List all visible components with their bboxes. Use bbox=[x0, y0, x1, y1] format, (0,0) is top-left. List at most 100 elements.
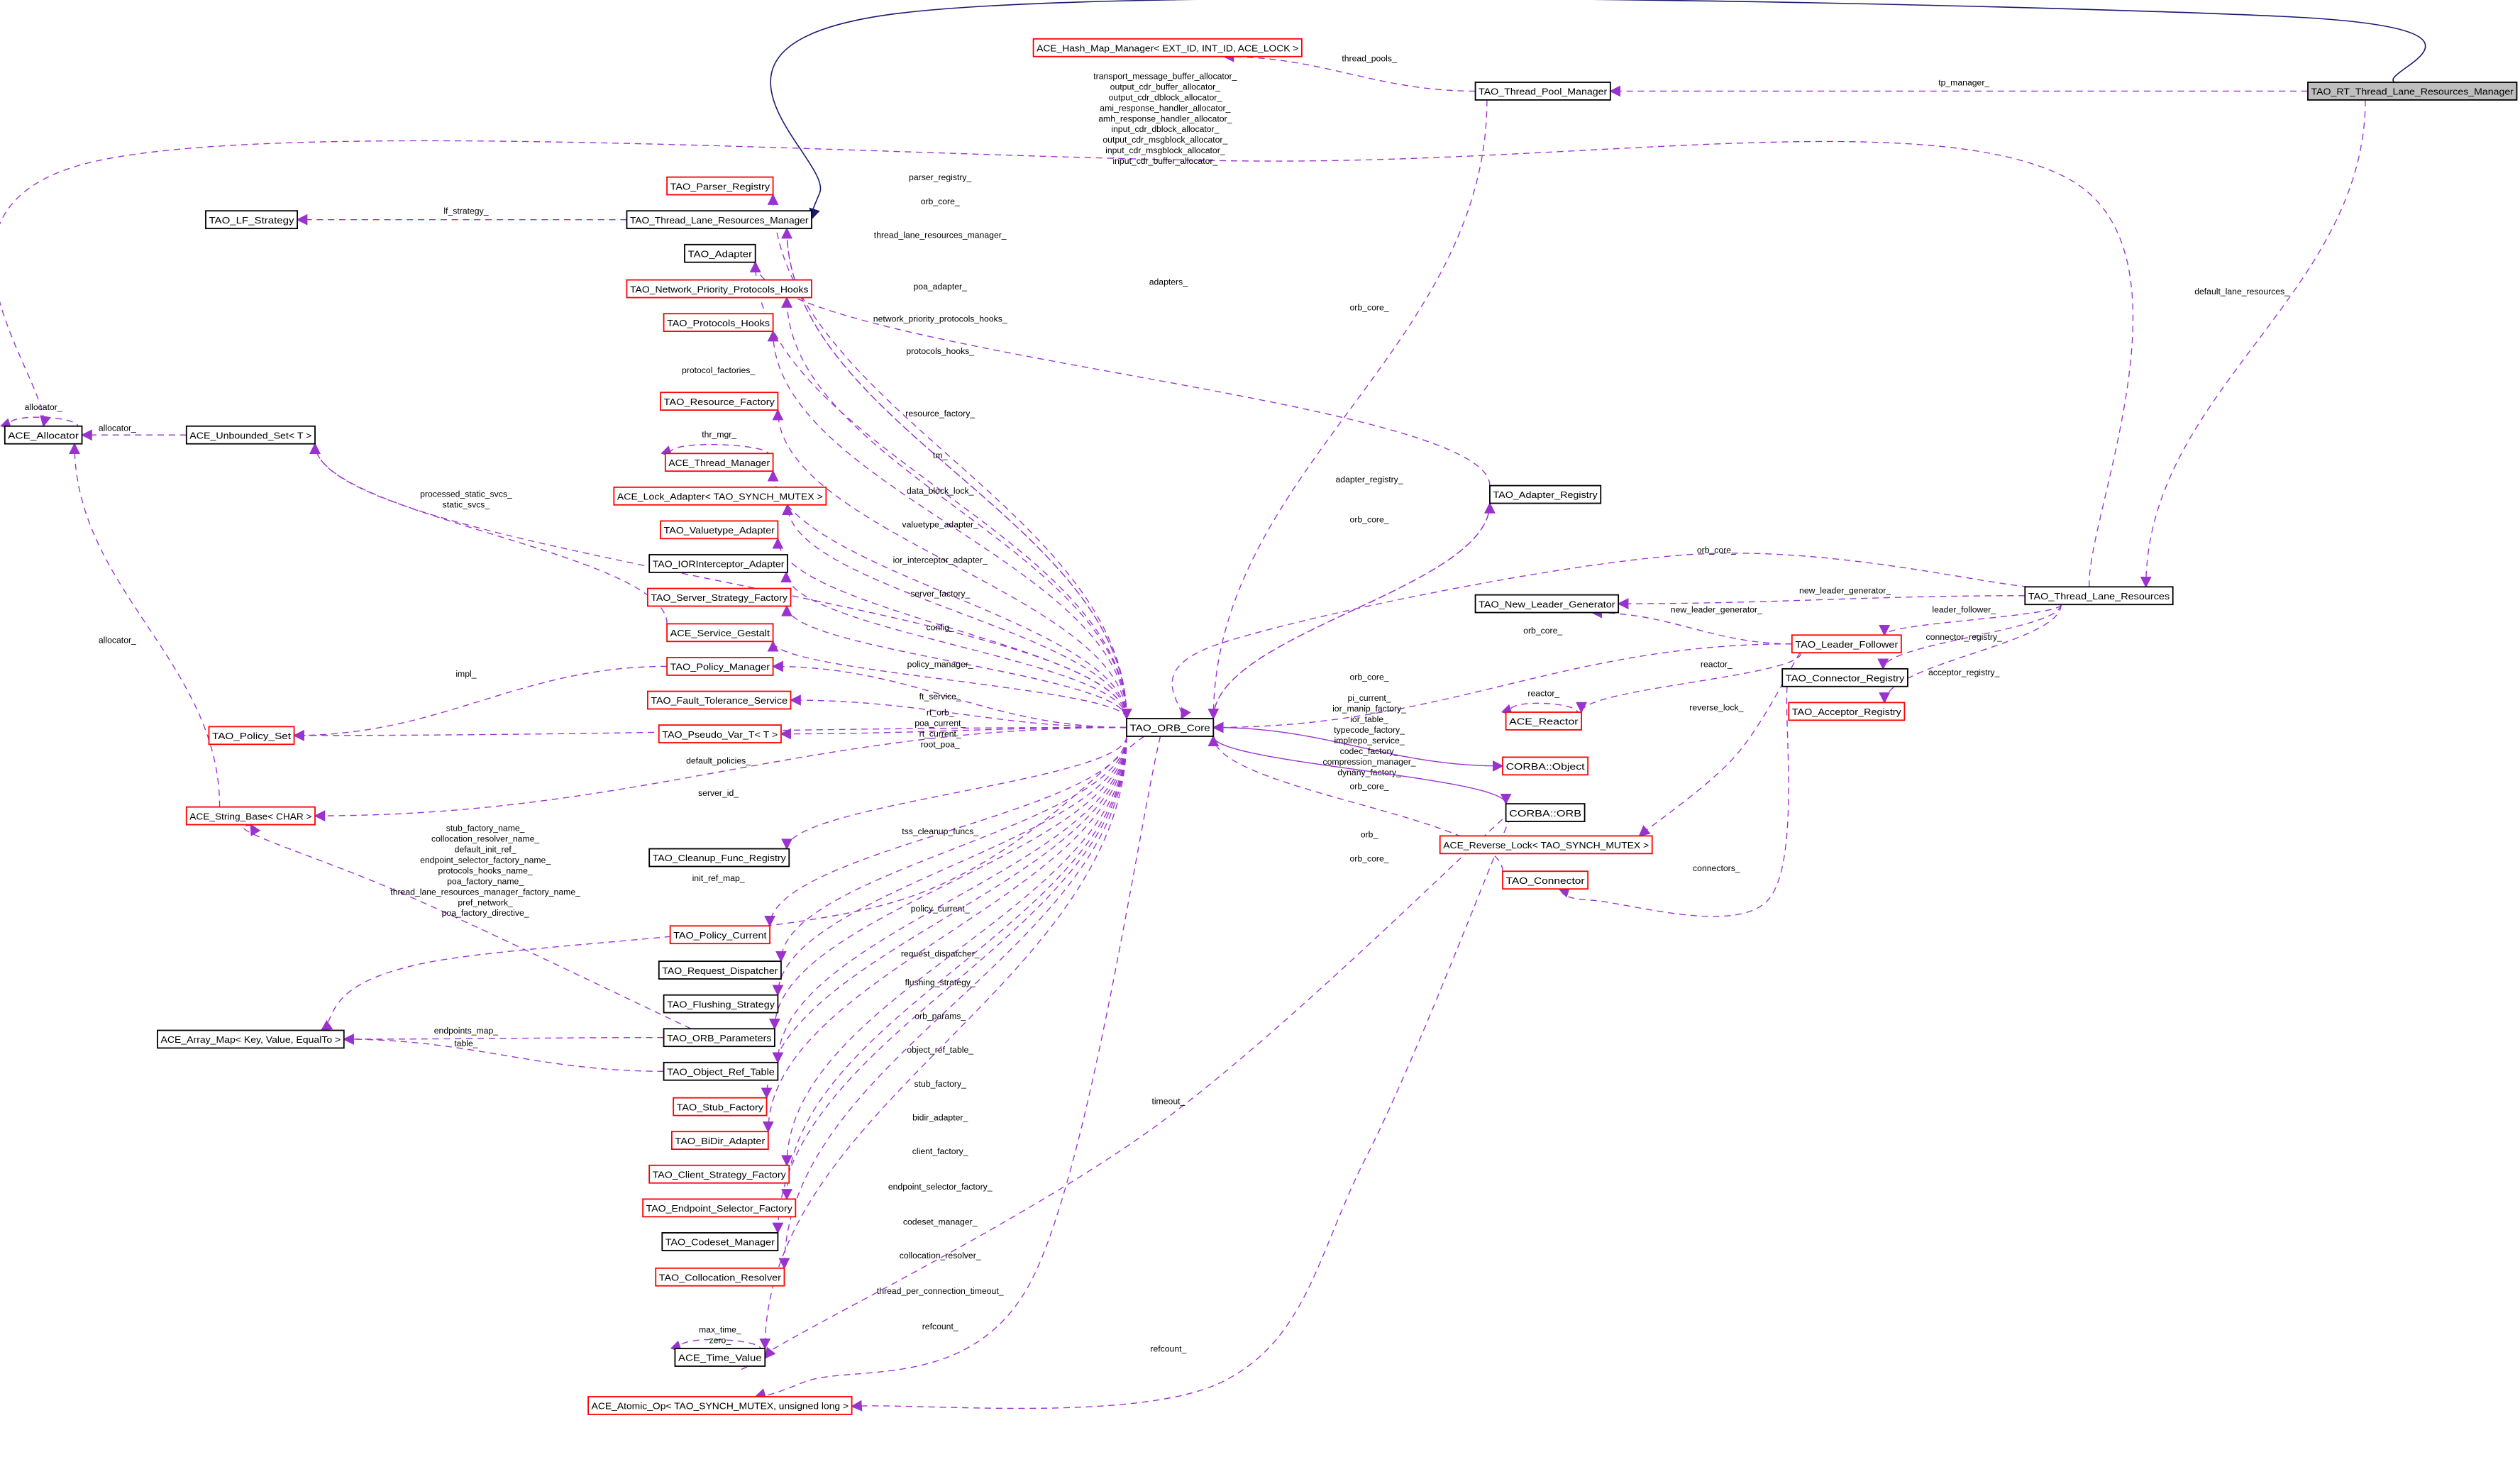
edge-label: collocation_resolver_name_ bbox=[431, 834, 539, 844]
class-node-fts[interactable]: TAO_Fault_Tolerance_Service bbox=[647, 690, 792, 710]
class-node-connector[interactable]: TAO_Connector bbox=[1502, 870, 1589, 890]
class-node-lf_strategy[interactable]: TAO_LF_Strategy bbox=[205, 210, 298, 230]
class-node-lf[interactable]: TAO_Leader_Follower bbox=[1791, 634, 1902, 654]
class-node-esf[interactable]: TAO_Endpoint_Selector_Factory bbox=[642, 1198, 797, 1218]
class-node-strbase[interactable]: ACE_String_Base< CHAR > bbox=[185, 806, 316, 826]
class-box bbox=[663, 1061, 779, 1081]
class-node-rt_tlrm[interactable]: TAO_RT_Thread_Lane_Resources_Manager bbox=[2307, 82, 2518, 101]
edge-label: flushing_strategy_ bbox=[905, 977, 976, 987]
class-node-atomic[interactable]: ACE_Atomic_Op< TAO_SYNCH_MUTEX, unsigned… bbox=[587, 1396, 853, 1415]
class-node-reqdisp[interactable]: TAO_Request_Dispatcher bbox=[658, 960, 782, 980]
class-node-orbcore[interactable]: TAO_ORB_Core bbox=[1126, 718, 1215, 737]
class-node-polset[interactable]: TAO_Policy_Set bbox=[208, 726, 295, 746]
class-node-valad[interactable]: TAO_Valuetype_Adapter bbox=[660, 520, 779, 540]
edge-label: stub_factory_name_ bbox=[446, 824, 525, 833]
class-node-objref[interactable]: TAO_Object_Ref_Table bbox=[663, 1061, 779, 1081]
class-box bbox=[664, 453, 774, 472]
edge-label: resource_factory_ bbox=[905, 409, 975, 419]
class-node-revlock[interactable]: ACE_Reverse_Lock< TAO_SYNCH_MUTEX > bbox=[1439, 835, 1653, 855]
class-node-connreg[interactable]: TAO_Connector_Registry bbox=[1781, 668, 1908, 687]
edge-label: config_ bbox=[927, 622, 955, 632]
class-node-gestalt[interactable]: ACE_Service_Gestalt bbox=[666, 623, 774, 643]
class-node-accreg[interactable]: TAO_Acceptor_Registry bbox=[1788, 702, 1906, 721]
class-node-bidir[interactable]: TAO_BiDir_Adapter bbox=[670, 1131, 769, 1151]
edge-line bbox=[661, 443, 769, 458]
class-node-hash_map[interactable]: ACE_Hash_Map_Manager< EXT_ID, INT_ID, AC… bbox=[1032, 38, 1303, 57]
class-node-codeset[interactable]: TAO_Codeset_Manager bbox=[661, 1232, 779, 1251]
edge-line bbox=[1879, 604, 2062, 704]
class-node-ph[interactable]: TAO_Protocols_Hooks bbox=[663, 313, 774, 333]
class-node-reactor[interactable]: ACE_Reactor bbox=[1505, 711, 1582, 731]
class-node-tlr[interactable]: TAO_Thread_Lane_Resources bbox=[2024, 586, 2174, 606]
edge-line bbox=[69, 443, 221, 807]
edge-label: new_leader_generator_ bbox=[1671, 605, 1762, 615]
class-node-pseudo[interactable]: TAO_Pseudo_Var_T< T > bbox=[658, 724, 782, 743]
edge-orbcore-to-polcur: policy_current_ bbox=[764, 736, 1127, 927]
class-node-parser[interactable]: TAO_Parser_Registry bbox=[666, 176, 774, 196]
edge-connreg-to-connector: connectors_ bbox=[1557, 686, 1789, 917]
class-name: TAO_Thread_Lane_Resources_Manager bbox=[630, 215, 809, 226]
edge-label: network_priority_protocols_hooks_ bbox=[873, 314, 1007, 324]
edge-label: policy_manager_ bbox=[907, 660, 973, 670]
edge-thrmgr-to-thrmgr: thr_mgr_ bbox=[661, 430, 769, 458]
edge-orbcore-to-cleanup: tss_cleanup_funcs_ bbox=[781, 736, 1127, 851]
class-name: CORBA::Object bbox=[1506, 761, 1586, 772]
class-node-polmgr[interactable]: TAO_Policy_Manager bbox=[666, 657, 774, 676]
class-node-resfac[interactable]: TAO_Resource_Factory bbox=[660, 392, 779, 411]
class-node-thrmgr[interactable]: ACE_Thread_Manager bbox=[664, 453, 774, 472]
edge-line bbox=[343, 1034, 664, 1072]
class-box bbox=[661, 1232, 779, 1251]
edge-line bbox=[754, 736, 1161, 1400]
class-box bbox=[1439, 835, 1653, 855]
class-node-adapter[interactable]: TAO_Adapter bbox=[684, 243, 756, 263]
class-box bbox=[663, 1028, 775, 1048]
class-name: ACE_Unbounded_Set< T > bbox=[189, 430, 311, 441]
edge-orbcore-to-objref: object_ref_table_ bbox=[772, 736, 1127, 1064]
class-box bbox=[626, 279, 812, 299]
class-node-ssf[interactable]: TAO_Server_Strategy_Factory bbox=[647, 587, 792, 607]
edge-label: endpoints_map_ bbox=[434, 1026, 499, 1036]
class-box bbox=[658, 960, 782, 980]
edge-line bbox=[309, 443, 668, 624]
class-node-npph[interactable]: TAO_Network_Priority_Protocols_Hooks bbox=[626, 279, 812, 299]
class-name: TAO_Client_Strategy_Factory bbox=[653, 1169, 787, 1180]
class-node-polcur[interactable]: TAO_Policy_Current bbox=[669, 925, 770, 945]
class-node-nlg[interactable]: TAO_New_Leader_Generator bbox=[1474, 594, 1620, 614]
class-node-adreg[interactable]: TAO_Adapter_Registry bbox=[1489, 484, 1602, 504]
edge-label: static_svcs_ bbox=[443, 499, 490, 509]
class-box bbox=[613, 486, 827, 506]
edge-label: zero_ bbox=[709, 1335, 731, 1345]
edge-orbcore-to-valad: valuetype_adapter_ bbox=[772, 519, 1127, 719]
class-box bbox=[684, 243, 756, 263]
edge-label: transport_message_buffer_allocator_ bbox=[1093, 71, 1237, 81]
edge-label: refcount_ bbox=[1150, 1344, 1186, 1354]
class-node-colres[interactable]: TAO_Collocation_Resolver bbox=[655, 1267, 785, 1287]
class-node-arrmap[interactable]: ACE_Array_Map< Key, Value, EqualTo > bbox=[157, 1029, 345, 1049]
class-name: TAO_Adapter bbox=[688, 248, 753, 259]
class-node-cleanup[interactable]: TAO_Cleanup_Func_Registry bbox=[648, 848, 790, 868]
edge-polmgr-to-polset: impl_ bbox=[292, 665, 668, 741]
class-box bbox=[660, 392, 779, 411]
class-node-uset[interactable]: ACE_Unbounded_Set< T > bbox=[185, 425, 316, 445]
class-node-tpm[interactable]: TAO_Thread_Pool_Manager bbox=[1474, 82, 1611, 101]
class-node-allocator[interactable]: ACE_Allocator bbox=[4, 425, 83, 445]
edge-line bbox=[764, 736, 1127, 927]
class-node-csf[interactable]: TAO_Client_Strategy_Factory bbox=[648, 1164, 790, 1184]
edge-label: init_ref_map_ bbox=[692, 873, 745, 883]
edge-label: protocols_hooks_name_ bbox=[438, 865, 533, 875]
edge-label: orb_core_ bbox=[1523, 626, 1562, 636]
edge-label: orb_core_ bbox=[1350, 303, 1389, 313]
class-node-tlrm[interactable]: TAO_Thread_Lane_Resources_Manager bbox=[626, 210, 812, 230]
class-node-flush[interactable]: TAO_Flushing_Strategy bbox=[663, 994, 779, 1014]
class-node-cobject[interactable]: CORBA::Object bbox=[1502, 756, 1589, 776]
class-node-orbparams[interactable]: TAO_ORB_Parameters bbox=[663, 1028, 775, 1048]
edge-line bbox=[670, 1339, 761, 1353]
class-node-timeval[interactable]: ACE_Time_Value bbox=[674, 1348, 766, 1367]
edge-label: orb_core_ bbox=[1350, 782, 1389, 792]
class-node-lockad[interactable]: ACE_Lock_Adapter< TAO_SYNCH_MUTEX > bbox=[613, 486, 827, 506]
class-node-corb[interactable]: CORBA::ORB bbox=[1505, 803, 1586, 822]
edge-timeval-to-timeval: max_time_zero_ bbox=[670, 1324, 761, 1353]
class-node-iorad[interactable]: TAO_IORInterceptor_Adapter bbox=[648, 554, 788, 573]
class-node-stubfac[interactable]: TAO_Stub_Factory bbox=[673, 1097, 768, 1117]
